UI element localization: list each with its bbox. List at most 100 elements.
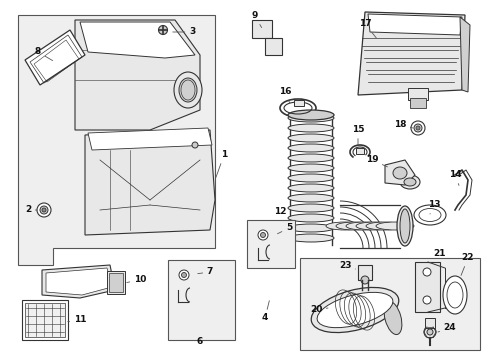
Ellipse shape bbox=[325, 222, 363, 230]
Circle shape bbox=[410, 121, 424, 135]
Text: 22: 22 bbox=[460, 253, 473, 275]
Circle shape bbox=[179, 270, 189, 280]
Text: 19: 19 bbox=[365, 156, 386, 167]
Polygon shape bbox=[459, 17, 469, 92]
Polygon shape bbox=[384, 160, 414, 185]
Polygon shape bbox=[18, 15, 215, 265]
Text: 13: 13 bbox=[427, 201, 439, 214]
Text: 7: 7 bbox=[197, 267, 213, 276]
Circle shape bbox=[415, 126, 419, 130]
Circle shape bbox=[192, 142, 198, 148]
Text: 17: 17 bbox=[358, 19, 375, 38]
Circle shape bbox=[422, 268, 430, 276]
Text: 11: 11 bbox=[68, 315, 86, 324]
Text: 12: 12 bbox=[273, 207, 289, 220]
Polygon shape bbox=[355, 148, 363, 154]
Polygon shape bbox=[414, 262, 439, 312]
Ellipse shape bbox=[383, 301, 401, 334]
Circle shape bbox=[423, 326, 435, 338]
Polygon shape bbox=[42, 265, 115, 298]
Ellipse shape bbox=[375, 222, 413, 230]
Circle shape bbox=[40, 206, 48, 214]
Text: 10: 10 bbox=[126, 275, 146, 284]
Text: 2: 2 bbox=[25, 206, 37, 215]
Ellipse shape bbox=[365, 222, 403, 230]
Circle shape bbox=[37, 203, 51, 217]
Ellipse shape bbox=[179, 78, 197, 102]
Polygon shape bbox=[85, 130, 215, 235]
Text: 23: 23 bbox=[338, 261, 355, 270]
Ellipse shape bbox=[413, 205, 445, 225]
Text: 1: 1 bbox=[216, 150, 226, 177]
Ellipse shape bbox=[280, 99, 315, 117]
Ellipse shape bbox=[287, 134, 333, 142]
Polygon shape bbox=[80, 22, 195, 58]
Polygon shape bbox=[168, 260, 235, 340]
Text: 5: 5 bbox=[277, 224, 291, 234]
Text: 6: 6 bbox=[197, 338, 203, 346]
Polygon shape bbox=[299, 258, 479, 350]
Text: 16: 16 bbox=[278, 87, 291, 103]
Text: 24: 24 bbox=[437, 324, 455, 333]
Polygon shape bbox=[407, 88, 427, 100]
Polygon shape bbox=[246, 220, 294, 268]
Ellipse shape bbox=[174, 72, 202, 108]
Polygon shape bbox=[251, 20, 271, 38]
Polygon shape bbox=[293, 100, 304, 106]
Circle shape bbox=[260, 233, 265, 238]
Text: 3: 3 bbox=[172, 27, 195, 36]
Polygon shape bbox=[409, 98, 425, 108]
Ellipse shape bbox=[335, 222, 373, 230]
Polygon shape bbox=[357, 265, 371, 280]
Circle shape bbox=[422, 296, 430, 304]
Ellipse shape bbox=[287, 194, 333, 202]
Ellipse shape bbox=[317, 292, 392, 328]
Polygon shape bbox=[25, 30, 85, 85]
Circle shape bbox=[42, 208, 46, 212]
Ellipse shape bbox=[287, 204, 333, 212]
Ellipse shape bbox=[287, 114, 333, 122]
Ellipse shape bbox=[346, 222, 383, 230]
Polygon shape bbox=[25, 303, 65, 337]
Ellipse shape bbox=[287, 174, 333, 182]
Ellipse shape bbox=[287, 214, 333, 222]
Ellipse shape bbox=[396, 206, 412, 246]
Circle shape bbox=[158, 26, 167, 35]
Ellipse shape bbox=[287, 154, 333, 162]
Text: 21: 21 bbox=[429, 249, 446, 263]
Ellipse shape bbox=[287, 144, 333, 152]
Circle shape bbox=[181, 273, 186, 278]
Polygon shape bbox=[264, 38, 282, 55]
Ellipse shape bbox=[287, 184, 333, 192]
Ellipse shape bbox=[287, 124, 333, 132]
Polygon shape bbox=[88, 128, 212, 150]
Polygon shape bbox=[109, 273, 123, 292]
Circle shape bbox=[413, 124, 421, 132]
Polygon shape bbox=[367, 14, 461, 35]
Polygon shape bbox=[357, 12, 464, 95]
Text: 9: 9 bbox=[251, 12, 261, 28]
Polygon shape bbox=[424, 318, 434, 328]
Text: 20: 20 bbox=[309, 306, 327, 315]
Polygon shape bbox=[75, 20, 200, 130]
Text: 8: 8 bbox=[35, 48, 53, 60]
Ellipse shape bbox=[287, 234, 333, 242]
Polygon shape bbox=[107, 271, 125, 294]
Ellipse shape bbox=[403, 178, 415, 186]
Ellipse shape bbox=[355, 222, 393, 230]
Ellipse shape bbox=[399, 209, 409, 243]
Ellipse shape bbox=[442, 276, 466, 314]
Ellipse shape bbox=[399, 175, 419, 189]
Polygon shape bbox=[46, 268, 112, 295]
Ellipse shape bbox=[310, 287, 398, 333]
Circle shape bbox=[360, 276, 368, 284]
Ellipse shape bbox=[287, 110, 333, 120]
Circle shape bbox=[258, 230, 267, 240]
Ellipse shape bbox=[287, 164, 333, 172]
Ellipse shape bbox=[392, 167, 406, 179]
Ellipse shape bbox=[287, 224, 333, 232]
Text: 14: 14 bbox=[448, 171, 460, 185]
Text: 4: 4 bbox=[261, 301, 269, 323]
Text: 18: 18 bbox=[393, 121, 412, 130]
Polygon shape bbox=[22, 300, 68, 340]
